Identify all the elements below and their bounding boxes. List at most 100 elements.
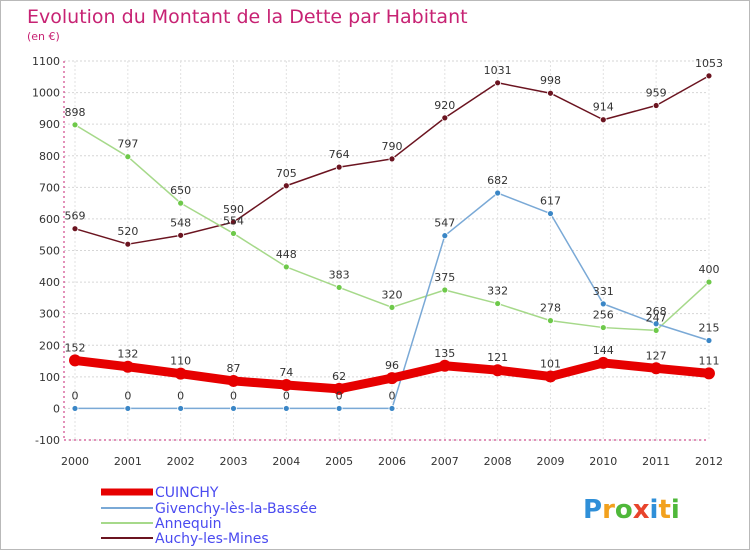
x-tick-label: 2000: [61, 455, 89, 468]
data-label: 548: [170, 216, 191, 229]
x-tick-label: 2012: [695, 455, 723, 468]
legend-label-cuinchy: CUINCHY: [155, 485, 219, 501]
data-point: [124, 405, 132, 412]
data-point: [71, 121, 79, 129]
y-tick-label: 300: [39, 308, 60, 321]
data-label: 400: [698, 263, 719, 276]
data-point: [333, 382, 346, 395]
data-label: 132: [117, 348, 138, 361]
data-point: [652, 102, 660, 109]
data-labels-layer: 569 520 548 590 705 764 790 920 1031 998 914 959 105…: [65, 57, 723, 403]
data-label: 101: [540, 358, 561, 371]
data-point: [282, 405, 290, 412]
legend-item-givenchy[interactable]: Givenchy-lès-la-Bassée: [101, 501, 317, 517]
data-point: [547, 317, 554, 325]
data-label: 135: [434, 347, 455, 360]
x-axis: 2000 2001 2002 2003 2004 2005 2006 2007 2008 2009…: [61, 439, 723, 468]
data-point: [705, 337, 713, 344]
data-point: [599, 324, 607, 331]
data-point: [388, 155, 396, 163]
data-point: [282, 263, 290, 271]
logo-letter: t: [658, 495, 670, 525]
data-label: 110: [170, 355, 191, 368]
data-label: 87: [226, 362, 240, 375]
data-label: 62: [332, 370, 346, 383]
data-label: 332: [487, 285, 508, 298]
chart-title: Evolution du Montant de la Dette par Hab…: [27, 6, 468, 28]
logo-letter: i: [671, 495, 680, 525]
data-point: [491, 364, 504, 377]
data-label: 617: [540, 195, 561, 208]
data-point: [441, 114, 449, 122]
logo-letter: r: [602, 495, 615, 525]
legend-item-cuinchy[interactable]: CUINCHY: [101, 485, 219, 501]
legend: CUINCHY Givenchy-lès-la-Bassée Annequin …: [101, 485, 317, 547]
data-label: 1053: [695, 57, 723, 70]
data-label: 268: [646, 305, 667, 318]
data-point: [385, 372, 398, 385]
data-point: [121, 360, 134, 373]
data-label: 790: [381, 140, 402, 153]
data-label: 121: [487, 351, 508, 364]
logo-letter: P: [583, 495, 602, 525]
y-tick-label: 600: [39, 213, 60, 226]
y-tick-label: 500: [39, 245, 60, 258]
data-label: 247: [646, 311, 667, 324]
data-point: [335, 284, 343, 291]
data-label: 127: [646, 349, 667, 362]
data-point: [230, 405, 237, 412]
data-point: [174, 367, 187, 380]
data-point: [177, 231, 185, 239]
data-label: 520: [117, 225, 138, 238]
data-point: [280, 379, 293, 392]
data-point: [494, 79, 502, 87]
data-point: [71, 405, 79, 412]
chart-subtitle: (en €): [27, 30, 60, 43]
data-point: [438, 359, 451, 372]
y-tick-label: 0: [53, 402, 60, 415]
data-label: 764: [329, 148, 350, 161]
data-point: [652, 320, 660, 328]
data-label: 914: [593, 101, 614, 114]
data-point: [597, 356, 610, 369]
x-tick-label: 2002: [167, 455, 195, 468]
y-tick-label: 900: [39, 118, 60, 131]
y-tick-label: 200: [39, 339, 60, 352]
data-label: 797: [117, 138, 138, 151]
data-point: [177, 199, 185, 207]
data-label: 152: [65, 341, 86, 354]
data-point: [705, 72, 713, 80]
data-point: [71, 225, 79, 233]
legend-item-auchy[interactable]: Auchy-les-Mines: [101, 531, 269, 547]
data-label: 590: [223, 203, 244, 216]
x-tick-label: 2010: [589, 455, 617, 468]
y-tick-label: 1100: [32, 55, 60, 68]
data-label: 959: [646, 87, 667, 100]
legend-item-annequin[interactable]: Annequin: [101, 516, 221, 532]
logo-letter: i: [650, 495, 659, 525]
y-axis: -100 0 100 200 300 400 500 600 700 800 900 1000 1100: [32, 55, 65, 447]
data-point: [230, 230, 237, 237]
x-tick-label: 2001: [114, 455, 142, 468]
data-label: 0: [72, 389, 79, 402]
data-label: 705: [276, 167, 297, 180]
logo-letter: o: [615, 495, 633, 525]
x-tick-label: 2008: [484, 455, 512, 468]
data-label: 0: [177, 389, 184, 402]
data-point: [230, 218, 237, 226]
data-label: 144: [593, 344, 614, 357]
data-label: 554: [223, 214, 244, 227]
x-tick-label: 2005: [325, 455, 353, 468]
data-label: 0: [230, 389, 237, 402]
data-point: [388, 405, 396, 412]
data-label: 682: [487, 174, 508, 187]
data-point: [702, 367, 715, 380]
data-label: 96: [385, 359, 399, 372]
x-tick-label: 2009: [536, 455, 564, 468]
data-point: [177, 405, 185, 412]
legend-label-annequin: Annequin: [155, 516, 221, 532]
data-point: [599, 300, 607, 308]
data-label: 331: [593, 285, 614, 298]
